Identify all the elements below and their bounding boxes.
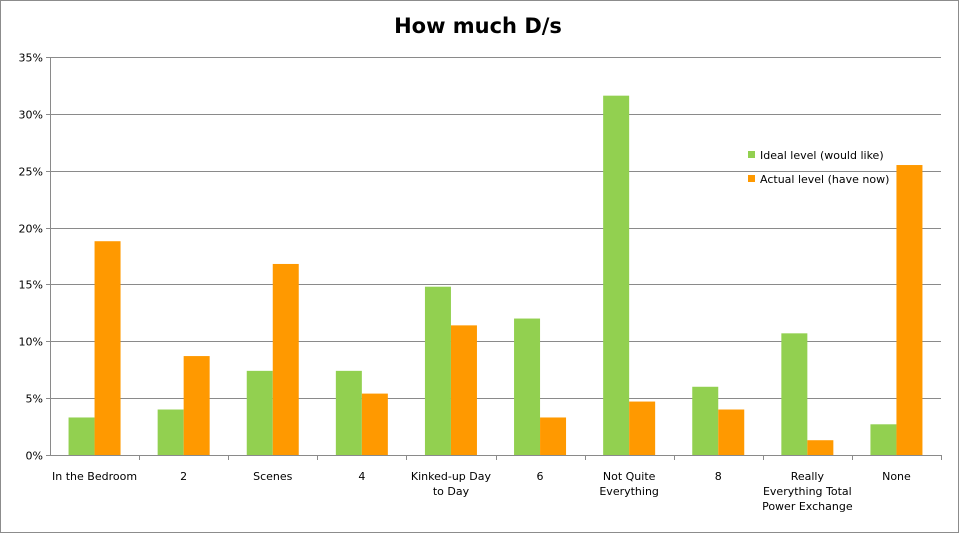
x-tick-label: 2 [180, 470, 187, 483]
bar-actual [361, 393, 388, 455]
bar-ideal [246, 370, 273, 455]
x-tick-label: to Day [433, 485, 470, 498]
y-tick-labels: 0% 5% 10% 15% 20% 25% 30% 35% [19, 52, 43, 463]
x-tick-label: Not Quite [603, 470, 656, 483]
bar-actual [450, 325, 477, 455]
bar-ideal [692, 386, 719, 455]
bar-actual [629, 401, 656, 455]
x-tick-label: In the Bedroom [52, 470, 137, 483]
x-tick-label: Really [791, 470, 825, 483]
bar-ideal [157, 409, 184, 455]
legend-swatch-actual [748, 175, 755, 182]
bar-ideal [603, 95, 630, 456]
legend: Ideal level (would like) Actual level (ha… [748, 149, 889, 186]
bar-actual [807, 440, 834, 455]
y-tick-label: 5% [26, 393, 43, 406]
bar-ideal [514, 318, 541, 455]
y-tick-label: 20% [19, 223, 43, 236]
chart-title: How much D/s [394, 14, 562, 38]
x-tick-label: Everything Total [763, 485, 852, 498]
x-tick-label: Everything [599, 485, 659, 498]
y-tick-label: 15% [19, 279, 43, 292]
y-tick-label: 30% [19, 109, 43, 122]
legend-label-ideal: Ideal level (would like) [760, 149, 884, 162]
bar-actual [896, 165, 923, 455]
bar-ideal [335, 370, 362, 455]
y-tick-label: 10% [19, 336, 43, 349]
x-tick-label: 4 [358, 470, 365, 483]
x-tick-label: Scenes [253, 470, 293, 483]
y-tick-label: 25% [19, 166, 43, 179]
x-tick-label: Power Exchange [762, 500, 853, 513]
bar-actual [183, 356, 210, 455]
x-tick-label: None [882, 470, 911, 483]
x-tick-label: 6 [537, 470, 544, 483]
legend-swatch-ideal [748, 151, 755, 158]
bar-ideal [424, 286, 451, 455]
bar-actual [94, 241, 121, 455]
bar-actual [540, 417, 567, 455]
legend-label-actual: Actual level (have now) [760, 173, 889, 186]
y-tick-label: 35% [19, 52, 43, 65]
x-tick-labels: In the Bedroom 2 Scenes 4 Kinked-up Day to Da… [52, 470, 911, 513]
bar-ideal [870, 424, 897, 455]
x-tick-label: 8 [715, 470, 722, 483]
bar-ideal [781, 333, 808, 455]
bars [68, 95, 923, 456]
bar-ideal [68, 417, 95, 455]
bar-actual [718, 409, 745, 455]
x-tick-label: Kinked-up Day [411, 470, 492, 483]
bar-actual [272, 263, 299, 455]
y-tick-label: 0% [26, 450, 43, 463]
axes [46, 57, 942, 460]
